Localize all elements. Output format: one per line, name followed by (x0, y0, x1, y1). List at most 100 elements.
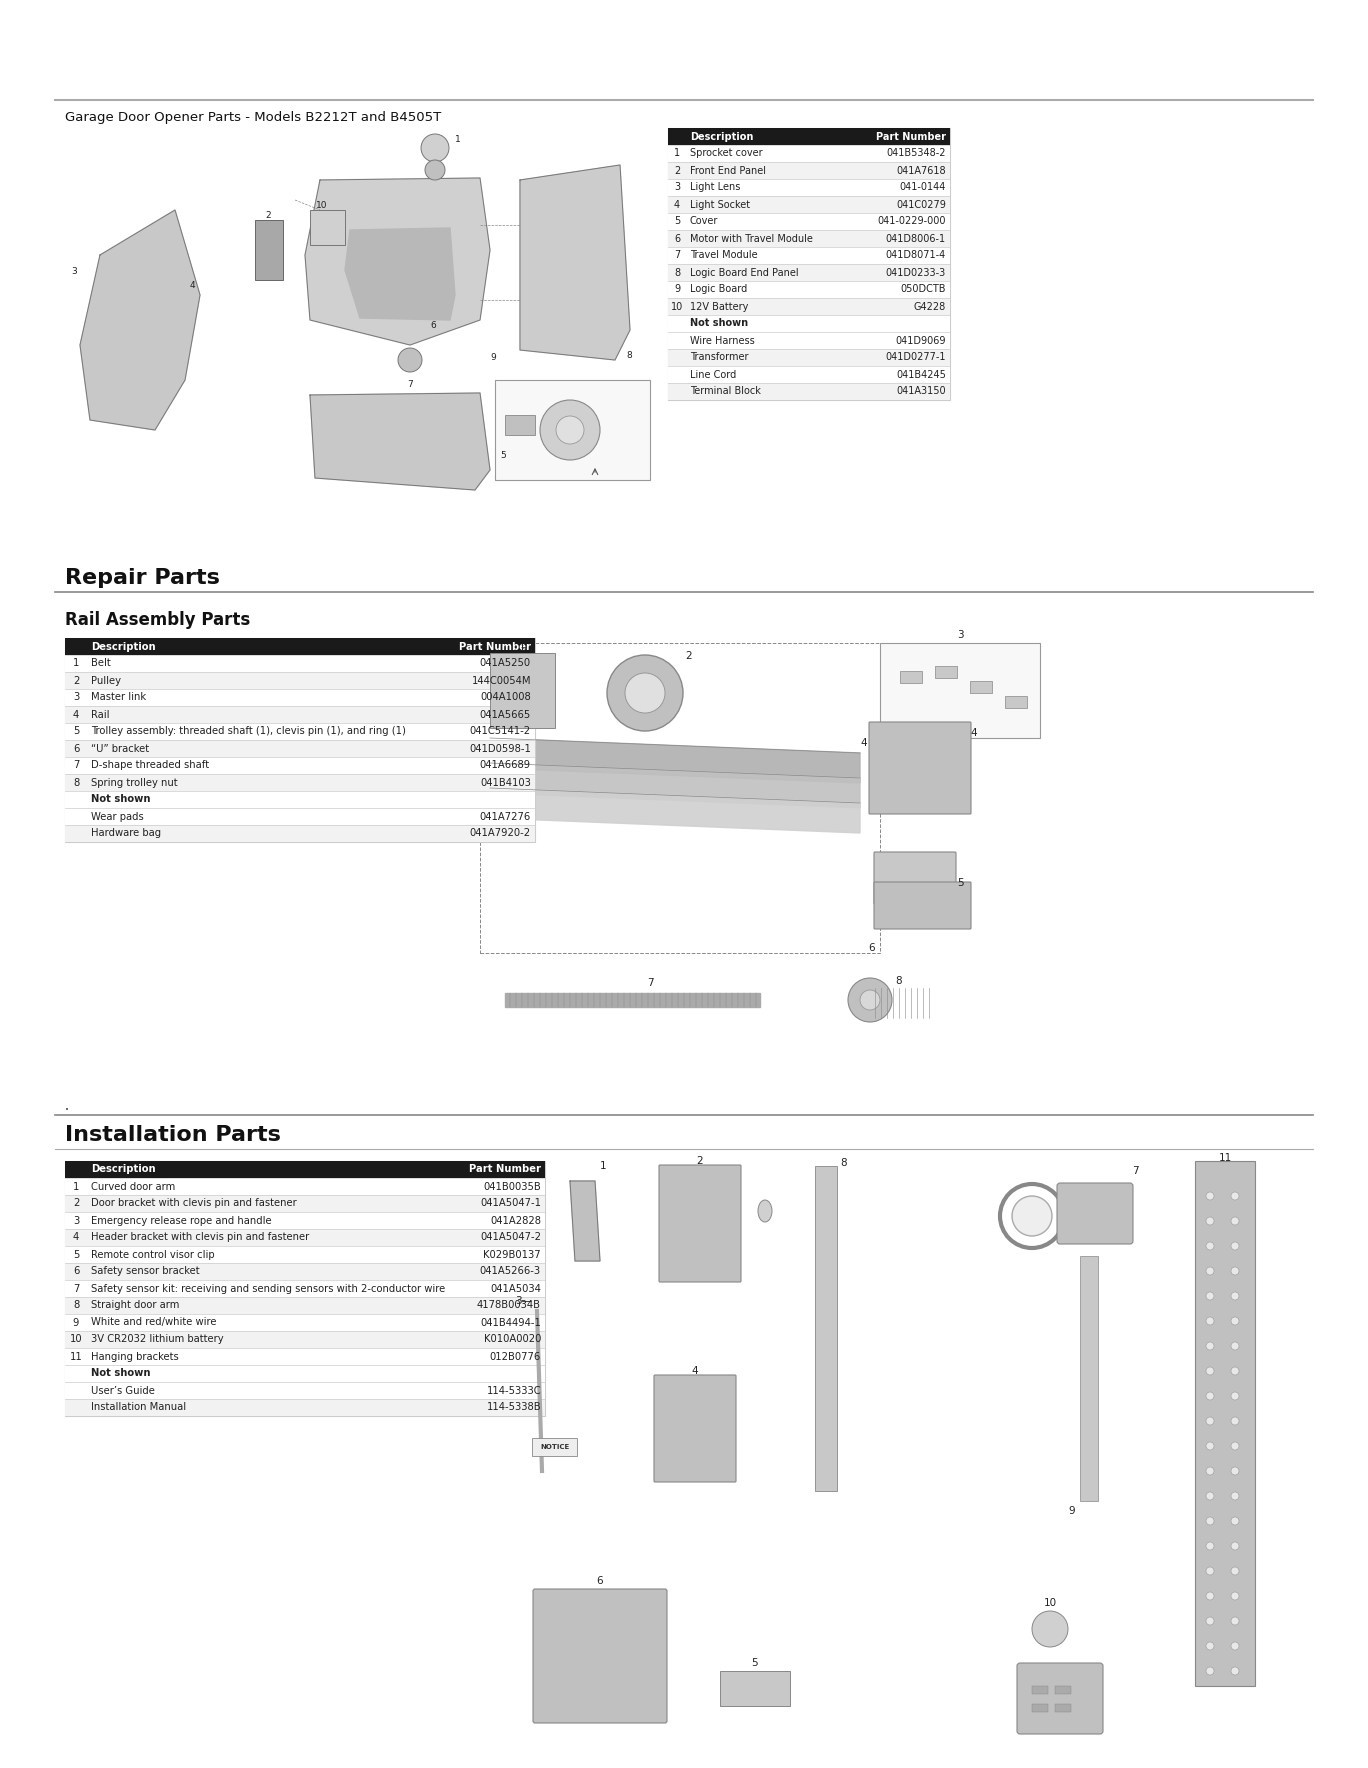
Circle shape (1207, 1216, 1213, 1225)
Text: 041B4103: 041B4103 (480, 778, 531, 787)
Circle shape (1207, 1642, 1213, 1650)
Bar (66, 690, 535, 705)
Bar (668, 127, 949, 145)
Text: 6: 6 (430, 320, 436, 329)
Text: Door bracket with clevis pin and fastener: Door bracket with clevis pin and fastene… (92, 1199, 297, 1209)
Text: 6: 6 (596, 1575, 603, 1586)
Ellipse shape (758, 1200, 772, 1222)
Text: 4: 4 (190, 281, 196, 290)
Text: 4: 4 (674, 200, 680, 209)
Circle shape (860, 990, 880, 1010)
Text: Straight door arm: Straight door arm (92, 1301, 179, 1310)
Bar (66, 1229, 544, 1246)
FancyBboxPatch shape (534, 1589, 668, 1724)
Circle shape (1231, 1241, 1239, 1250)
Circle shape (1207, 1367, 1213, 1376)
Text: Not shown: Not shown (689, 318, 748, 329)
Text: 8: 8 (674, 267, 680, 278)
Text: 9: 9 (490, 354, 495, 362)
Text: 2: 2 (696, 1156, 703, 1167)
Text: 041A5047-1: 041A5047-1 (480, 1199, 540, 1209)
Circle shape (1207, 1342, 1213, 1351)
Text: 2: 2 (674, 166, 680, 175)
Text: Rail: Rail (92, 709, 109, 720)
Polygon shape (570, 1181, 601, 1261)
Bar (532, 1437, 577, 1457)
Text: Logic Board: Logic Board (689, 285, 747, 295)
Bar (66, 1177, 544, 1195)
Circle shape (421, 134, 449, 163)
Bar (66, 741, 535, 757)
Text: 8: 8 (73, 1301, 79, 1310)
Text: 041B4494-1: 041B4494-1 (480, 1317, 540, 1328)
Text: 041A5250: 041A5250 (480, 658, 531, 668)
Text: G4228: G4228 (914, 302, 947, 311)
Bar (66, 1262, 544, 1280)
Text: 041B0035B: 041B0035B (483, 1181, 540, 1192)
Bar (934, 667, 958, 677)
Text: Logic Board End Panel: Logic Board End Panel (689, 267, 799, 278)
Bar (66, 757, 535, 774)
Text: 041A5047-2: 041A5047-2 (480, 1232, 540, 1243)
Text: 5: 5 (73, 1250, 79, 1259)
Text: 041D9069: 041D9069 (896, 336, 947, 345)
Text: 041A5034: 041A5034 (490, 1284, 540, 1294)
Bar (66, 1365, 544, 1383)
Text: 4: 4 (73, 709, 79, 720)
Polygon shape (311, 392, 490, 490)
Text: Line Cord: Line Cord (689, 370, 736, 380)
Circle shape (1207, 1492, 1213, 1499)
Text: 4: 4 (73, 1232, 79, 1243)
Circle shape (1231, 1317, 1239, 1324)
Bar (668, 263, 949, 281)
Text: 144C0054M: 144C0054M (472, 675, 531, 686)
Text: Rail Assembly Parts: Rail Assembly Parts (66, 612, 250, 629)
Text: 3: 3 (73, 1216, 79, 1225)
Bar (1079, 1255, 1099, 1501)
Text: Safety sensor bracket: Safety sensor bracket (92, 1266, 200, 1276)
Text: 4: 4 (692, 1367, 698, 1376)
Text: 1: 1 (674, 149, 680, 159)
Text: Installation Manual: Installation Manual (92, 1402, 186, 1413)
Bar (66, 1314, 544, 1331)
Bar (668, 348, 949, 366)
Text: 7: 7 (408, 380, 413, 389)
Text: Travel Module: Travel Module (689, 251, 758, 260)
Text: 041B4245: 041B4245 (896, 370, 947, 380)
Text: 9: 9 (674, 285, 680, 295)
Bar (66, 672, 535, 690)
Text: 114-5338B: 114-5338B (487, 1402, 540, 1413)
Text: Safety sensor kit: receiving and sending sensors with 2-conductor wire: Safety sensor kit: receiving and sending… (92, 1284, 445, 1294)
Text: 041A5266-3: 041A5266-3 (480, 1266, 540, 1276)
Text: 4: 4 (860, 737, 866, 748)
Text: 3: 3 (71, 267, 77, 276)
Text: 8: 8 (840, 1158, 847, 1169)
Circle shape (607, 654, 683, 730)
Bar (495, 380, 650, 479)
Bar (66, 705, 535, 723)
Text: 10: 10 (1044, 1598, 1056, 1609)
Text: Part Number: Part Number (460, 642, 531, 651)
Bar (66, 1347, 544, 1365)
Circle shape (1231, 1591, 1239, 1600)
Text: Hanging brackets: Hanging brackets (92, 1351, 179, 1361)
Text: Sprocket cover: Sprocket cover (689, 149, 762, 159)
Bar (668, 248, 949, 263)
Text: 004A1008: 004A1008 (480, 693, 531, 702)
Circle shape (1231, 1618, 1239, 1625)
Bar (311, 210, 345, 246)
Text: User’s Guide: User’s Guide (92, 1386, 155, 1395)
Circle shape (1231, 1192, 1239, 1200)
Bar (668, 332, 949, 348)
Text: 1: 1 (73, 1181, 79, 1192)
Bar (668, 145, 949, 163)
Text: 5: 5 (73, 727, 79, 737)
Text: 041A5665: 041A5665 (480, 709, 531, 720)
Text: 2: 2 (685, 651, 692, 661)
Circle shape (1231, 1542, 1239, 1551)
Bar (66, 1162, 544, 1177)
Bar (66, 1246, 544, 1262)
Bar (66, 1280, 544, 1298)
Text: Part Number: Part Number (876, 131, 947, 141)
Text: 10: 10 (70, 1335, 82, 1344)
